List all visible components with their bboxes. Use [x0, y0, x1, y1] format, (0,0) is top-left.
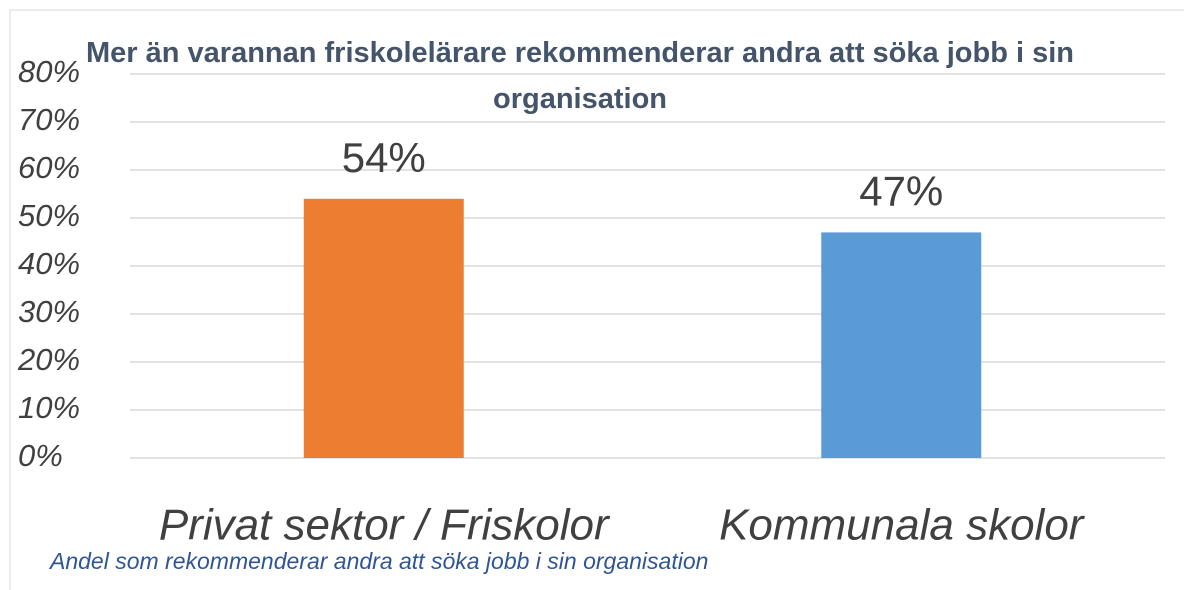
y-tick-label: 30%: [18, 294, 80, 329]
value-label: 54%: [342, 134, 426, 181]
y-tick-label: 10%: [18, 390, 80, 425]
y-tick-label: 80%: [18, 54, 80, 89]
y-tick-label: 50%: [18, 198, 80, 233]
x-tick-label: Privat sektor / Friskolor: [159, 501, 611, 550]
y-tick-label: 40%: [18, 246, 80, 281]
y-tick-label: 20%: [17, 342, 80, 377]
y-tick-label: 70%: [18, 102, 80, 137]
value-label: 47%: [859, 167, 943, 214]
bar: [303, 198, 464, 459]
caption: Andel som rekommenderar andra att söka j…: [48, 548, 708, 574]
bar: [821, 232, 982, 458]
chart-title: Mer än varannan friskolelärare rekommend…: [86, 37, 1074, 115]
y-tick-label: 60%: [18, 150, 80, 185]
chart-frame: [9, 9, 1184, 590]
x-tick-label: Kommunala skolor: [719, 501, 1086, 550]
y-tick-label: 0%: [18, 438, 63, 473]
